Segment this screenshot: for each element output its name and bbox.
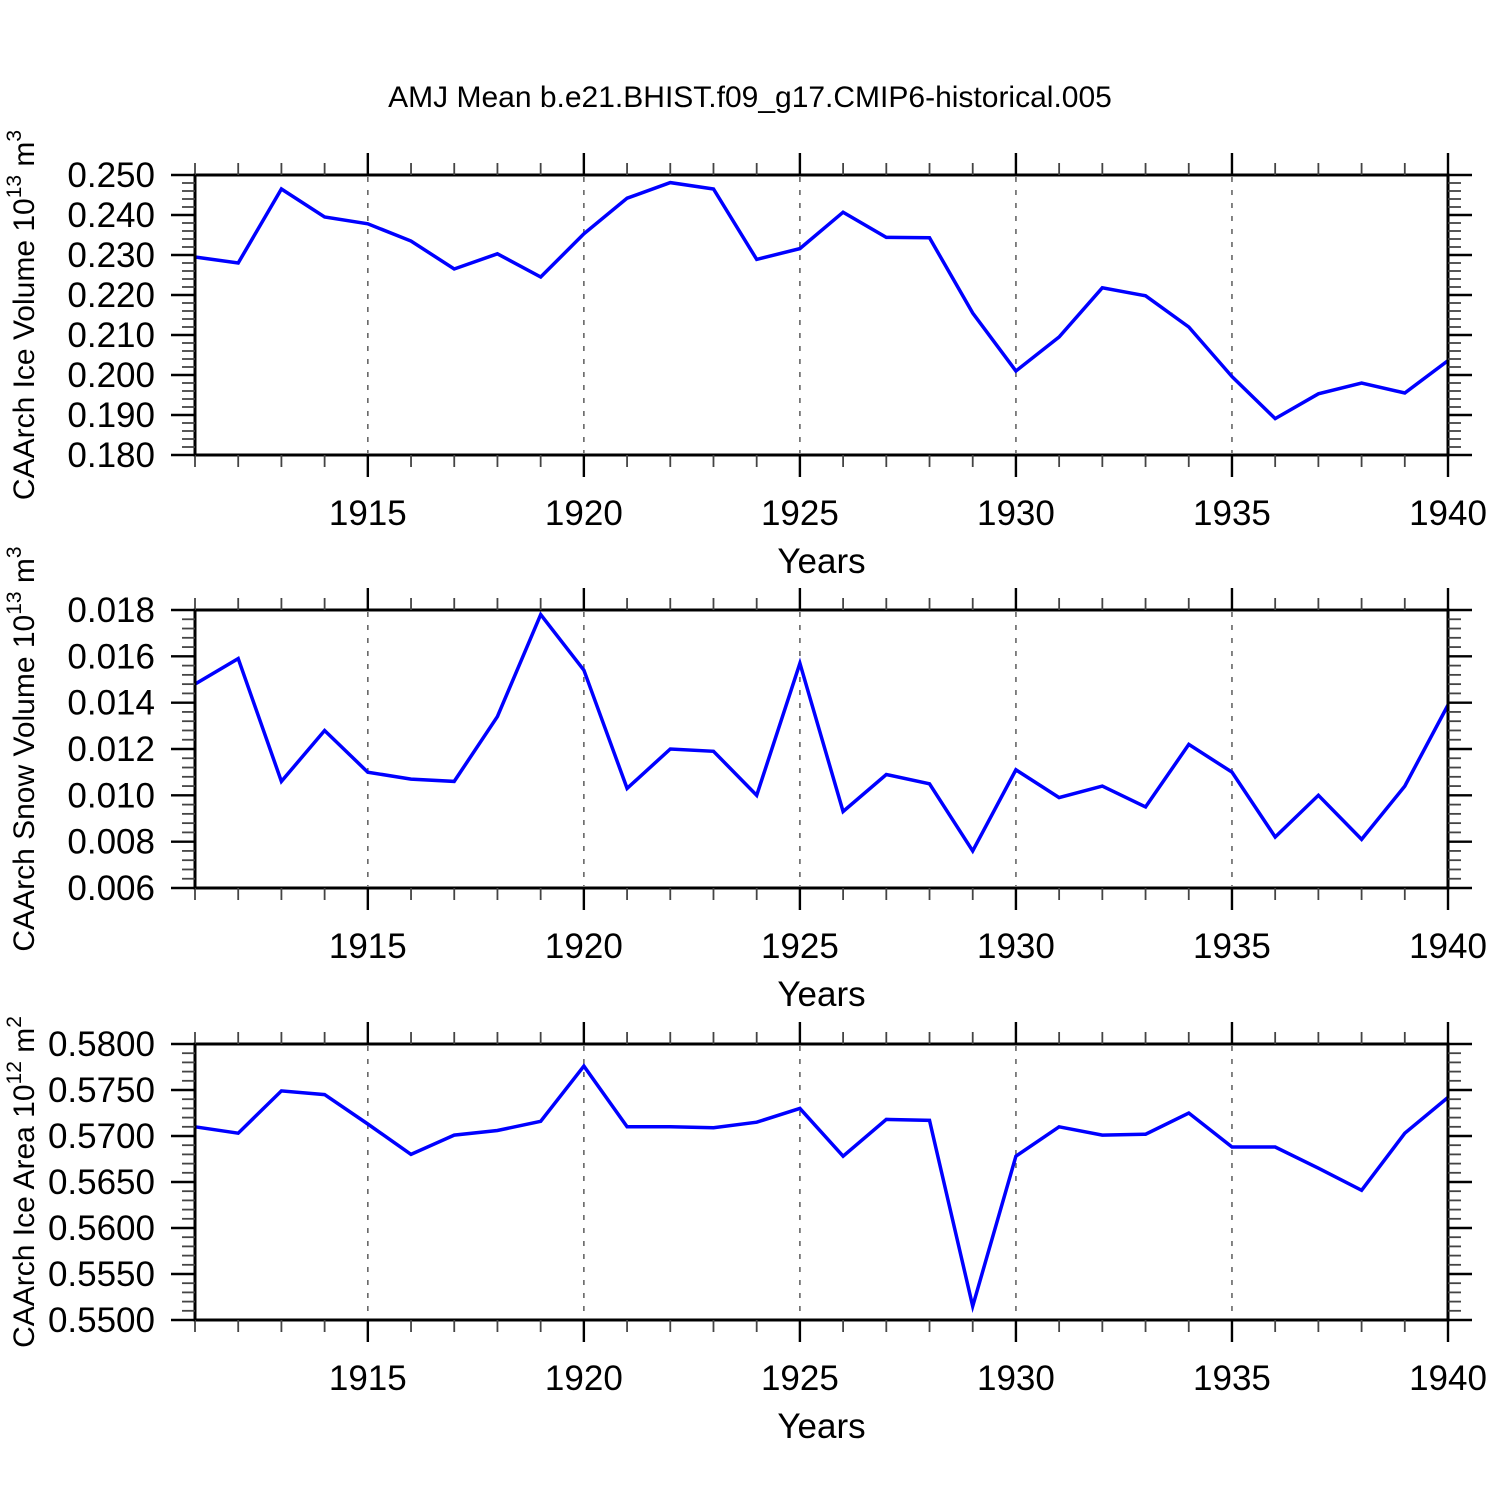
series-line-ice-volume xyxy=(194,180,1450,421)
y-tick-label: 0.014 xyxy=(67,684,155,723)
x-ticks xyxy=(194,153,1450,477)
y-tick-label: 0.210 xyxy=(67,316,155,355)
y-axis-title: CAArch Ice Area 1012 m2 xyxy=(3,1016,41,1348)
y-tick-label: 0.5550 xyxy=(48,1255,155,1294)
y-tick-label: 0.190 xyxy=(67,396,155,435)
y-tick-label: 0.240 xyxy=(67,196,155,235)
y-tick-label: 0.5750 xyxy=(48,1071,155,1110)
x-tick-label: 1930 xyxy=(977,927,1055,966)
x-tick-label: 1925 xyxy=(761,927,839,966)
axis-title-years: Years xyxy=(777,975,865,1014)
x-tick-label: 1930 xyxy=(977,494,1055,533)
y-tick-label: 0.230 xyxy=(67,236,155,275)
plot-frame xyxy=(193,608,1450,890)
y-tick-label: 0.5500 xyxy=(48,1301,155,1340)
x-tick-label: 1920 xyxy=(545,927,623,966)
y-tick-label: 0.012 xyxy=(67,730,155,769)
y-ticks xyxy=(171,173,1472,457)
x-tick-label: 1930 xyxy=(977,1359,1055,1398)
x-tick-label: 1940 xyxy=(1409,494,1487,533)
x-tick-label: 1915 xyxy=(329,494,407,533)
y-axis-title: CAArch Snow Volume 1013 m3 xyxy=(3,546,41,951)
x-tick-label: 1935 xyxy=(1193,494,1271,533)
y-ticks xyxy=(171,1042,1472,1322)
y-tick-label: 0.006 xyxy=(67,869,155,908)
x-tick-label: 1925 xyxy=(761,494,839,533)
y-tick-label: 0.220 xyxy=(67,276,155,315)
y-tick-label: 0.5700 xyxy=(48,1117,155,1156)
y-tick-label: 0.010 xyxy=(67,776,155,815)
y-ticks xyxy=(171,608,1472,890)
x-tick-label: 1925 xyxy=(761,1359,839,1398)
y-tick-label: 0.018 xyxy=(67,591,155,630)
y-tick-label: 0.180 xyxy=(67,436,155,475)
y-tick-label: 0.5600 xyxy=(48,1209,155,1248)
y-tick-label: 0.250 xyxy=(67,156,155,195)
x-ticks xyxy=(194,588,1450,910)
chart-title: AMJ Mean b.e21.BHIST.f09_g17.CMIP6-histo… xyxy=(388,81,1112,114)
x-tick-label: 1920 xyxy=(545,1359,623,1398)
x-tick-label: 1940 xyxy=(1409,1359,1487,1398)
series-line-ice-area xyxy=(194,1063,1450,1314)
panel-snow-volume: 0.006 0.008 0.010 0.012 0.014 0.016 0.018 1915 1… xyxy=(3,546,1487,1014)
y-tick-label: 0.200 xyxy=(67,356,155,395)
series-line-snow-volume xyxy=(194,611,1450,855)
panel-ice-area: 0.5500 0.5550 0.5600 0.5650 0.5700 0.5750 0.58… xyxy=(3,1016,1487,1446)
x-tick-label: 1935 xyxy=(1193,1359,1271,1398)
axis-title-years: Years xyxy=(777,1407,865,1446)
y-tick-label: 0.5800 xyxy=(48,1025,155,1064)
y-tick-label: 0.5650 xyxy=(48,1163,155,1202)
x-ticks xyxy=(194,1022,1450,1342)
plot-frame xyxy=(193,1042,1450,1322)
y-tick-label: 0.016 xyxy=(67,637,155,676)
x-tick-label: 1920 xyxy=(545,494,623,533)
y-tick-label: 0.008 xyxy=(67,823,155,862)
x-tick-label: 1915 xyxy=(329,927,407,966)
panel-ice-volume: 0.1800.1900.2000.2100.2200.2300.2400.250… xyxy=(3,130,1487,581)
axis-title-years: Years xyxy=(777,542,865,581)
plot-frame xyxy=(193,173,1450,457)
x-tick-label: 1915 xyxy=(329,1359,407,1398)
x-tick-label: 1940 xyxy=(1409,927,1487,966)
y-axis-title: CAArch Ice Volume 1013 m3 xyxy=(3,130,41,500)
x-tick-label: 1935 xyxy=(1193,927,1271,966)
